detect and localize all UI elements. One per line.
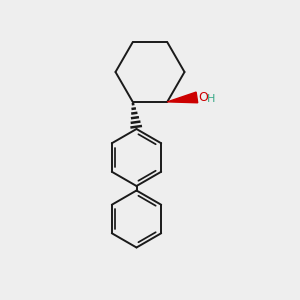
Text: O: O [198,91,208,104]
Polygon shape [167,92,198,103]
Text: H: H [207,94,215,104]
